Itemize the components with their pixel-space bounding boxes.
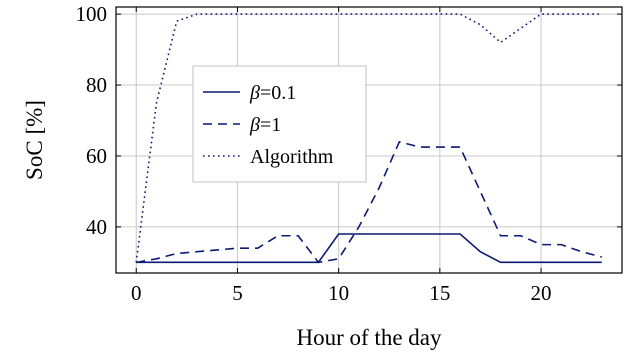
series-layer [135,13,602,264]
legend-label-1: β=0.1 [249,82,296,104]
legend: β=0.1 β=1 Algorithm [192,65,367,183]
legend-label-2: β=1 [249,114,281,136]
series-line-1 [136,233,602,264]
series-line-2 [136,140,602,264]
x-tick-label: 10 [328,281,349,305]
x-tick-label: 20 [531,281,552,305]
y-tick-label: 80 [86,73,107,97]
y-tick-label: 60 [86,144,107,168]
x-axis-label: Hour of the day [297,325,442,350]
y-tick-label: 100 [76,2,108,26]
x-tick-label: 15 [429,281,450,305]
legend-label-3: Algorithm [250,146,334,168]
y-tick-label: 40 [86,215,107,239]
tick-layer: 0 5 10 15 20 40 60 80 100 [76,2,622,305]
x-tick-label: 0 [131,281,142,305]
x-tick-label: 5 [232,281,243,305]
plot-frame [115,6,623,274]
y-axis-label: SoC [%] [22,100,47,180]
grid-layer [116,7,622,273]
